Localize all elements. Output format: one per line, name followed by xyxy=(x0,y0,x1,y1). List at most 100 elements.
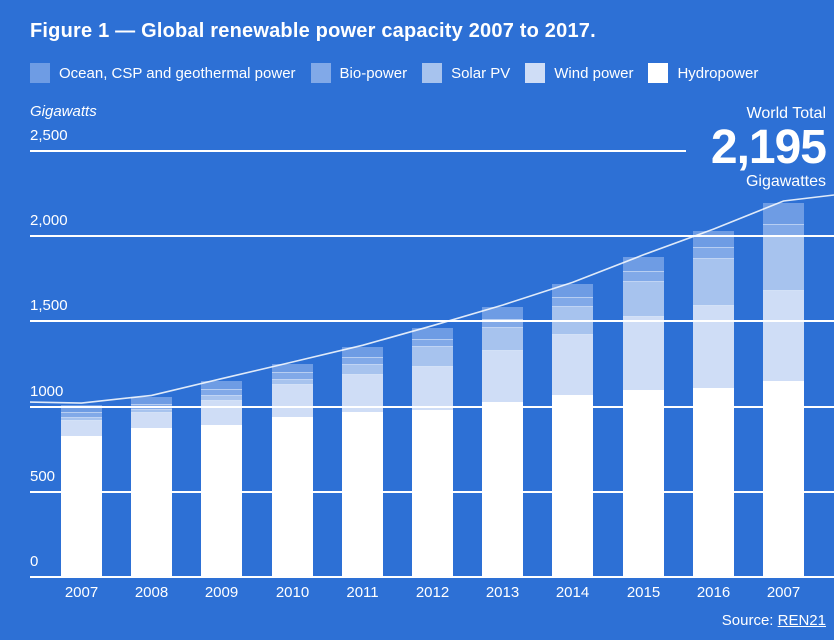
bar-2014-7 xyxy=(552,284,593,577)
bar-segment xyxy=(272,417,313,577)
bar-2007-10 xyxy=(763,203,804,577)
bar-segment xyxy=(763,381,804,577)
bar-2015-8 xyxy=(623,257,664,577)
legend-swatch-icon xyxy=(310,63,331,83)
bar-segment xyxy=(693,388,734,577)
world-total-unit: Gigawattes xyxy=(745,172,826,190)
y-axis-unit-label: Gigawatts xyxy=(30,103,97,120)
bar-segment xyxy=(342,365,383,375)
world-total-label: World Total xyxy=(746,105,826,122)
bar-2010-3 xyxy=(272,364,313,577)
gridline-500 xyxy=(30,491,834,493)
legend-label: Ocean, CSP and geothermal power xyxy=(59,64,296,82)
bar-segment xyxy=(61,405,102,413)
legend-swatch-icon xyxy=(525,63,546,83)
bar-segment xyxy=(412,347,453,367)
legend-label: Wind power xyxy=(554,64,634,82)
legend-swatch-icon xyxy=(648,63,669,83)
bar-segment xyxy=(272,385,313,417)
x-tick-label: 2007 xyxy=(766,584,801,601)
legend-swatch-icon xyxy=(30,63,50,83)
legend-label: Solar PV xyxy=(451,64,511,82)
source-note: Source: REN21 xyxy=(722,612,826,629)
bar-segment xyxy=(61,436,102,577)
x-tick-label: 2012 xyxy=(415,584,450,601)
legend-item: Hydropower xyxy=(648,63,758,83)
legend-label: Bio-power xyxy=(339,64,408,82)
bar-2009-2 xyxy=(201,381,242,577)
legend-item: Solar PV xyxy=(422,63,510,83)
bar-segment xyxy=(482,402,523,577)
x-tick-label: 2011 xyxy=(346,584,379,601)
bar-2011-4 xyxy=(342,347,383,577)
bar-segment xyxy=(623,272,664,282)
bar-segment xyxy=(272,364,313,373)
bar-segment xyxy=(412,328,453,340)
x-tick-label: 2010 xyxy=(275,584,310,601)
bar-segment xyxy=(412,367,453,410)
x-tick-label: 2007 xyxy=(64,584,99,601)
bar-segment xyxy=(412,410,453,577)
bar-2012-5 xyxy=(412,328,453,577)
bar-segment xyxy=(693,259,734,306)
legend-item: Wind power xyxy=(525,63,633,83)
bar-segment xyxy=(61,418,102,421)
bar-segment xyxy=(131,397,172,405)
bar-segment xyxy=(131,413,172,428)
legend: Ocean, CSP and geothermal power Bio-power… xyxy=(30,63,758,83)
bar-segment xyxy=(201,381,242,390)
y-tick-label: 500 xyxy=(30,468,56,485)
bar-segment xyxy=(131,410,172,413)
bar-segment xyxy=(693,248,734,259)
legend-item: Bio-power xyxy=(310,63,408,83)
gridline-1000 xyxy=(30,406,834,408)
x-tick-label: 2013 xyxy=(485,584,520,601)
x-tick-label: 2008 xyxy=(134,584,169,601)
bar-2013-6 xyxy=(482,307,523,577)
bar-segment xyxy=(552,284,593,298)
bar-segment xyxy=(763,237,804,291)
gridline-1500 xyxy=(30,320,834,322)
gridline-2500 xyxy=(30,150,686,152)
bar-segment xyxy=(623,390,664,577)
bar-segment xyxy=(623,317,664,390)
bar-segment xyxy=(272,373,313,380)
y-tick-label: 2,500 xyxy=(30,127,68,144)
bar-segment xyxy=(552,335,593,395)
bar-segment xyxy=(201,425,242,577)
bar-2007-0 xyxy=(61,405,102,577)
bar-segment xyxy=(342,358,383,365)
world-total-callout: World Total 2,195 Gigawattes xyxy=(710,105,827,191)
bar-2008-1 xyxy=(131,397,172,577)
legend-label: Hydropower xyxy=(677,64,759,82)
bar-segment xyxy=(552,298,593,307)
world-total-value: 2,195 xyxy=(710,121,827,174)
bar-segment xyxy=(482,307,523,320)
x-tick-label: 2014 xyxy=(555,584,590,601)
x-tick-label: 2016 xyxy=(696,584,731,601)
bar-segment xyxy=(482,328,523,351)
bar-segment xyxy=(412,340,453,347)
bar-segment xyxy=(201,401,242,425)
y-tick-label: 0 xyxy=(30,553,39,570)
bar-segment xyxy=(623,282,664,317)
bar-segment xyxy=(342,347,383,358)
legend-item: Ocean, CSP and geothermal power xyxy=(30,63,296,83)
bar-segment xyxy=(693,306,734,388)
y-tick-label: 1000 xyxy=(30,383,64,400)
bar-segment xyxy=(61,413,102,418)
x-tick-label: 2009 xyxy=(204,584,239,601)
bar-segment xyxy=(482,351,523,402)
bar-segment xyxy=(552,395,593,577)
bar-segment xyxy=(693,231,734,248)
bar-segment xyxy=(61,421,102,436)
source-prefix: Source: xyxy=(721,612,778,629)
gridline-0 xyxy=(30,576,834,578)
y-tick-label: 2,000 xyxy=(30,212,68,229)
source-link[interactable]: REN21 xyxy=(777,612,826,629)
bar-segment xyxy=(342,412,383,577)
bar-2016-9 xyxy=(693,231,734,577)
bar-segment xyxy=(763,203,804,225)
legend-swatch-icon xyxy=(422,63,443,83)
